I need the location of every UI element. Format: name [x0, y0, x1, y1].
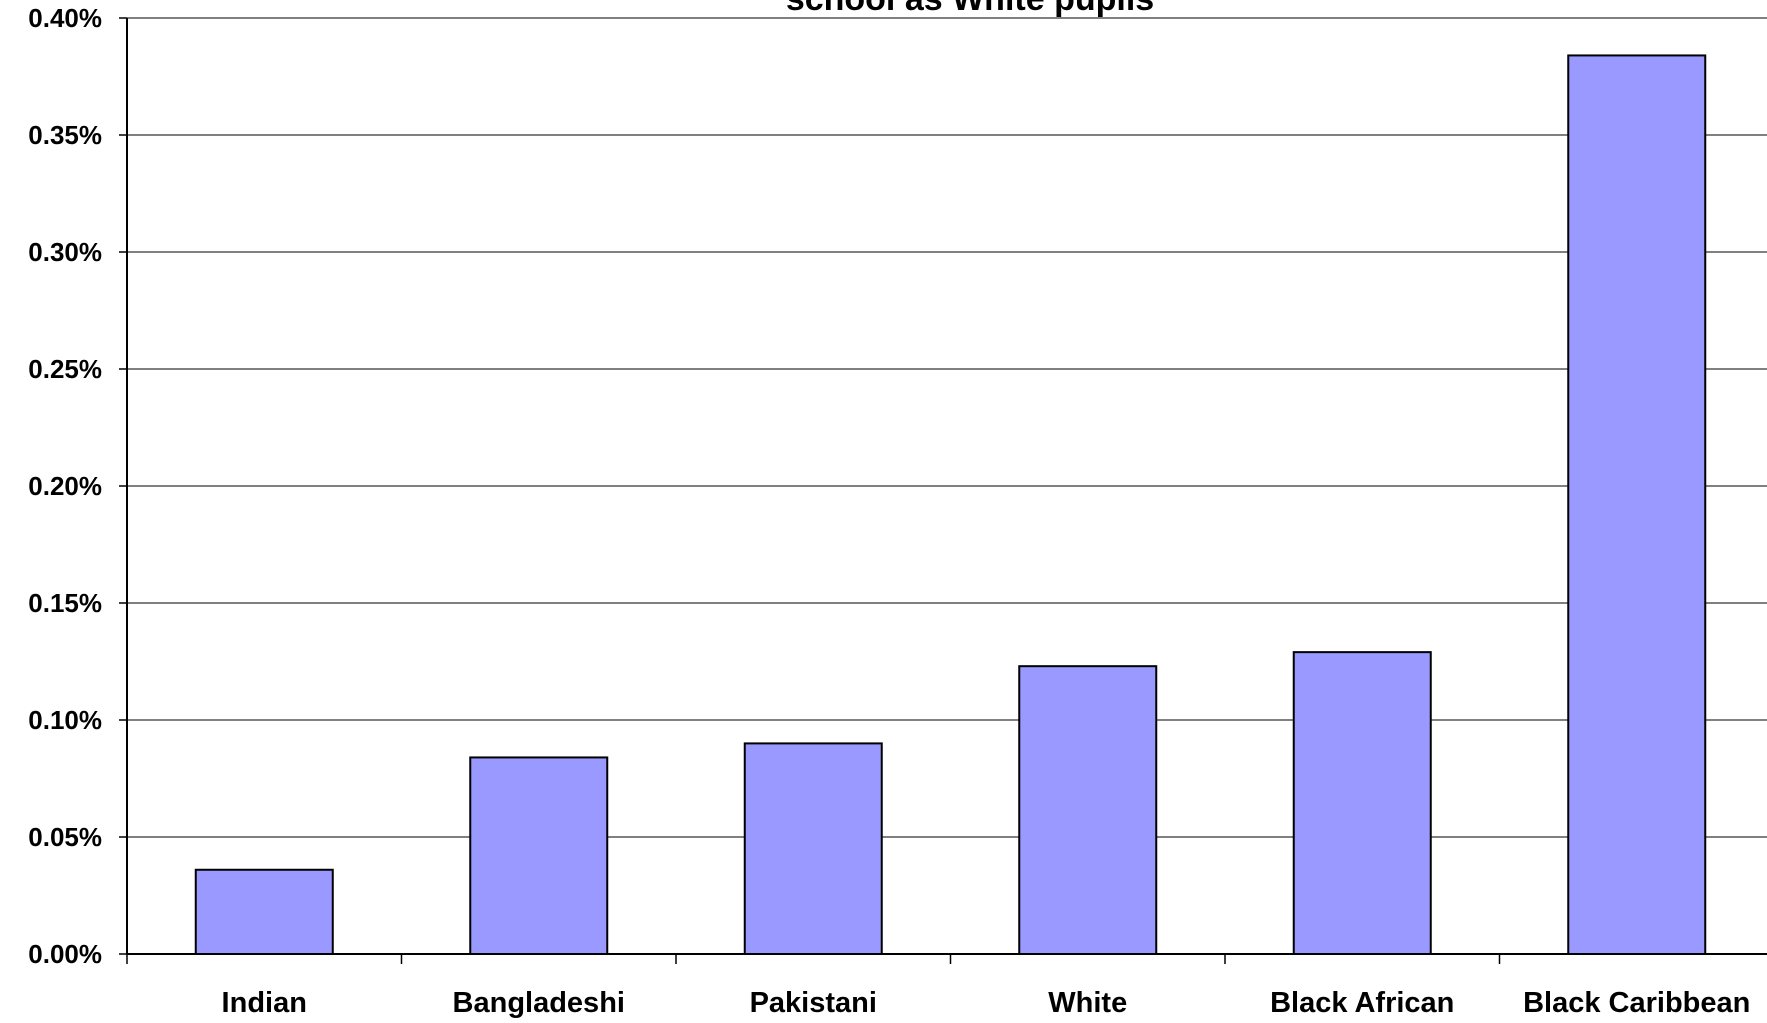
- y-tick-label: 0.35%: [28, 120, 102, 150]
- axes: [119, 17, 1767, 964]
- labels: 0.00% 0.05% 0.10% 0.15% 0.20% 0.25% 0.30% 0.35%…: [28, 3, 1750, 1019]
- bar-indian: [194, 868, 334, 956]
- bar-black-caribbean: [1567, 54, 1707, 955]
- y-tick-label: 0.30%: [28, 237, 102, 267]
- y-tick-label: 0.40%: [28, 3, 102, 33]
- bar-pakistani: [743, 742, 883, 956]
- y-tick-label: 0.15%: [28, 588, 102, 618]
- bars: [194, 54, 1707, 956]
- chart-title: school as White pupils: [786, 0, 1154, 18]
- gridlines: [127, 17, 1767, 838]
- bar-black-african: [1292, 651, 1432, 955]
- y-tick-label: 0.00%: [28, 939, 102, 969]
- bar-bangladeshi: [469, 756, 609, 955]
- y-tick-label: 0.25%: [28, 354, 102, 384]
- x-tick-label: Black Caribbean: [1523, 987, 1750, 1018]
- y-tick-label: 0.05%: [28, 822, 102, 852]
- x-tick-label: Pakistani: [750, 987, 877, 1018]
- x-tick-label: Indian: [222, 987, 307, 1018]
- y-tick-label: 0.20%: [28, 471, 102, 501]
- x-tick-label: White: [1048, 987, 1127, 1018]
- x-tick-label: Bangladeshi: [453, 987, 625, 1018]
- bar-white: [1018, 665, 1158, 955]
- x-tick-label: Black African: [1270, 987, 1454, 1018]
- y-tick-label: 0.10%: [28, 705, 102, 735]
